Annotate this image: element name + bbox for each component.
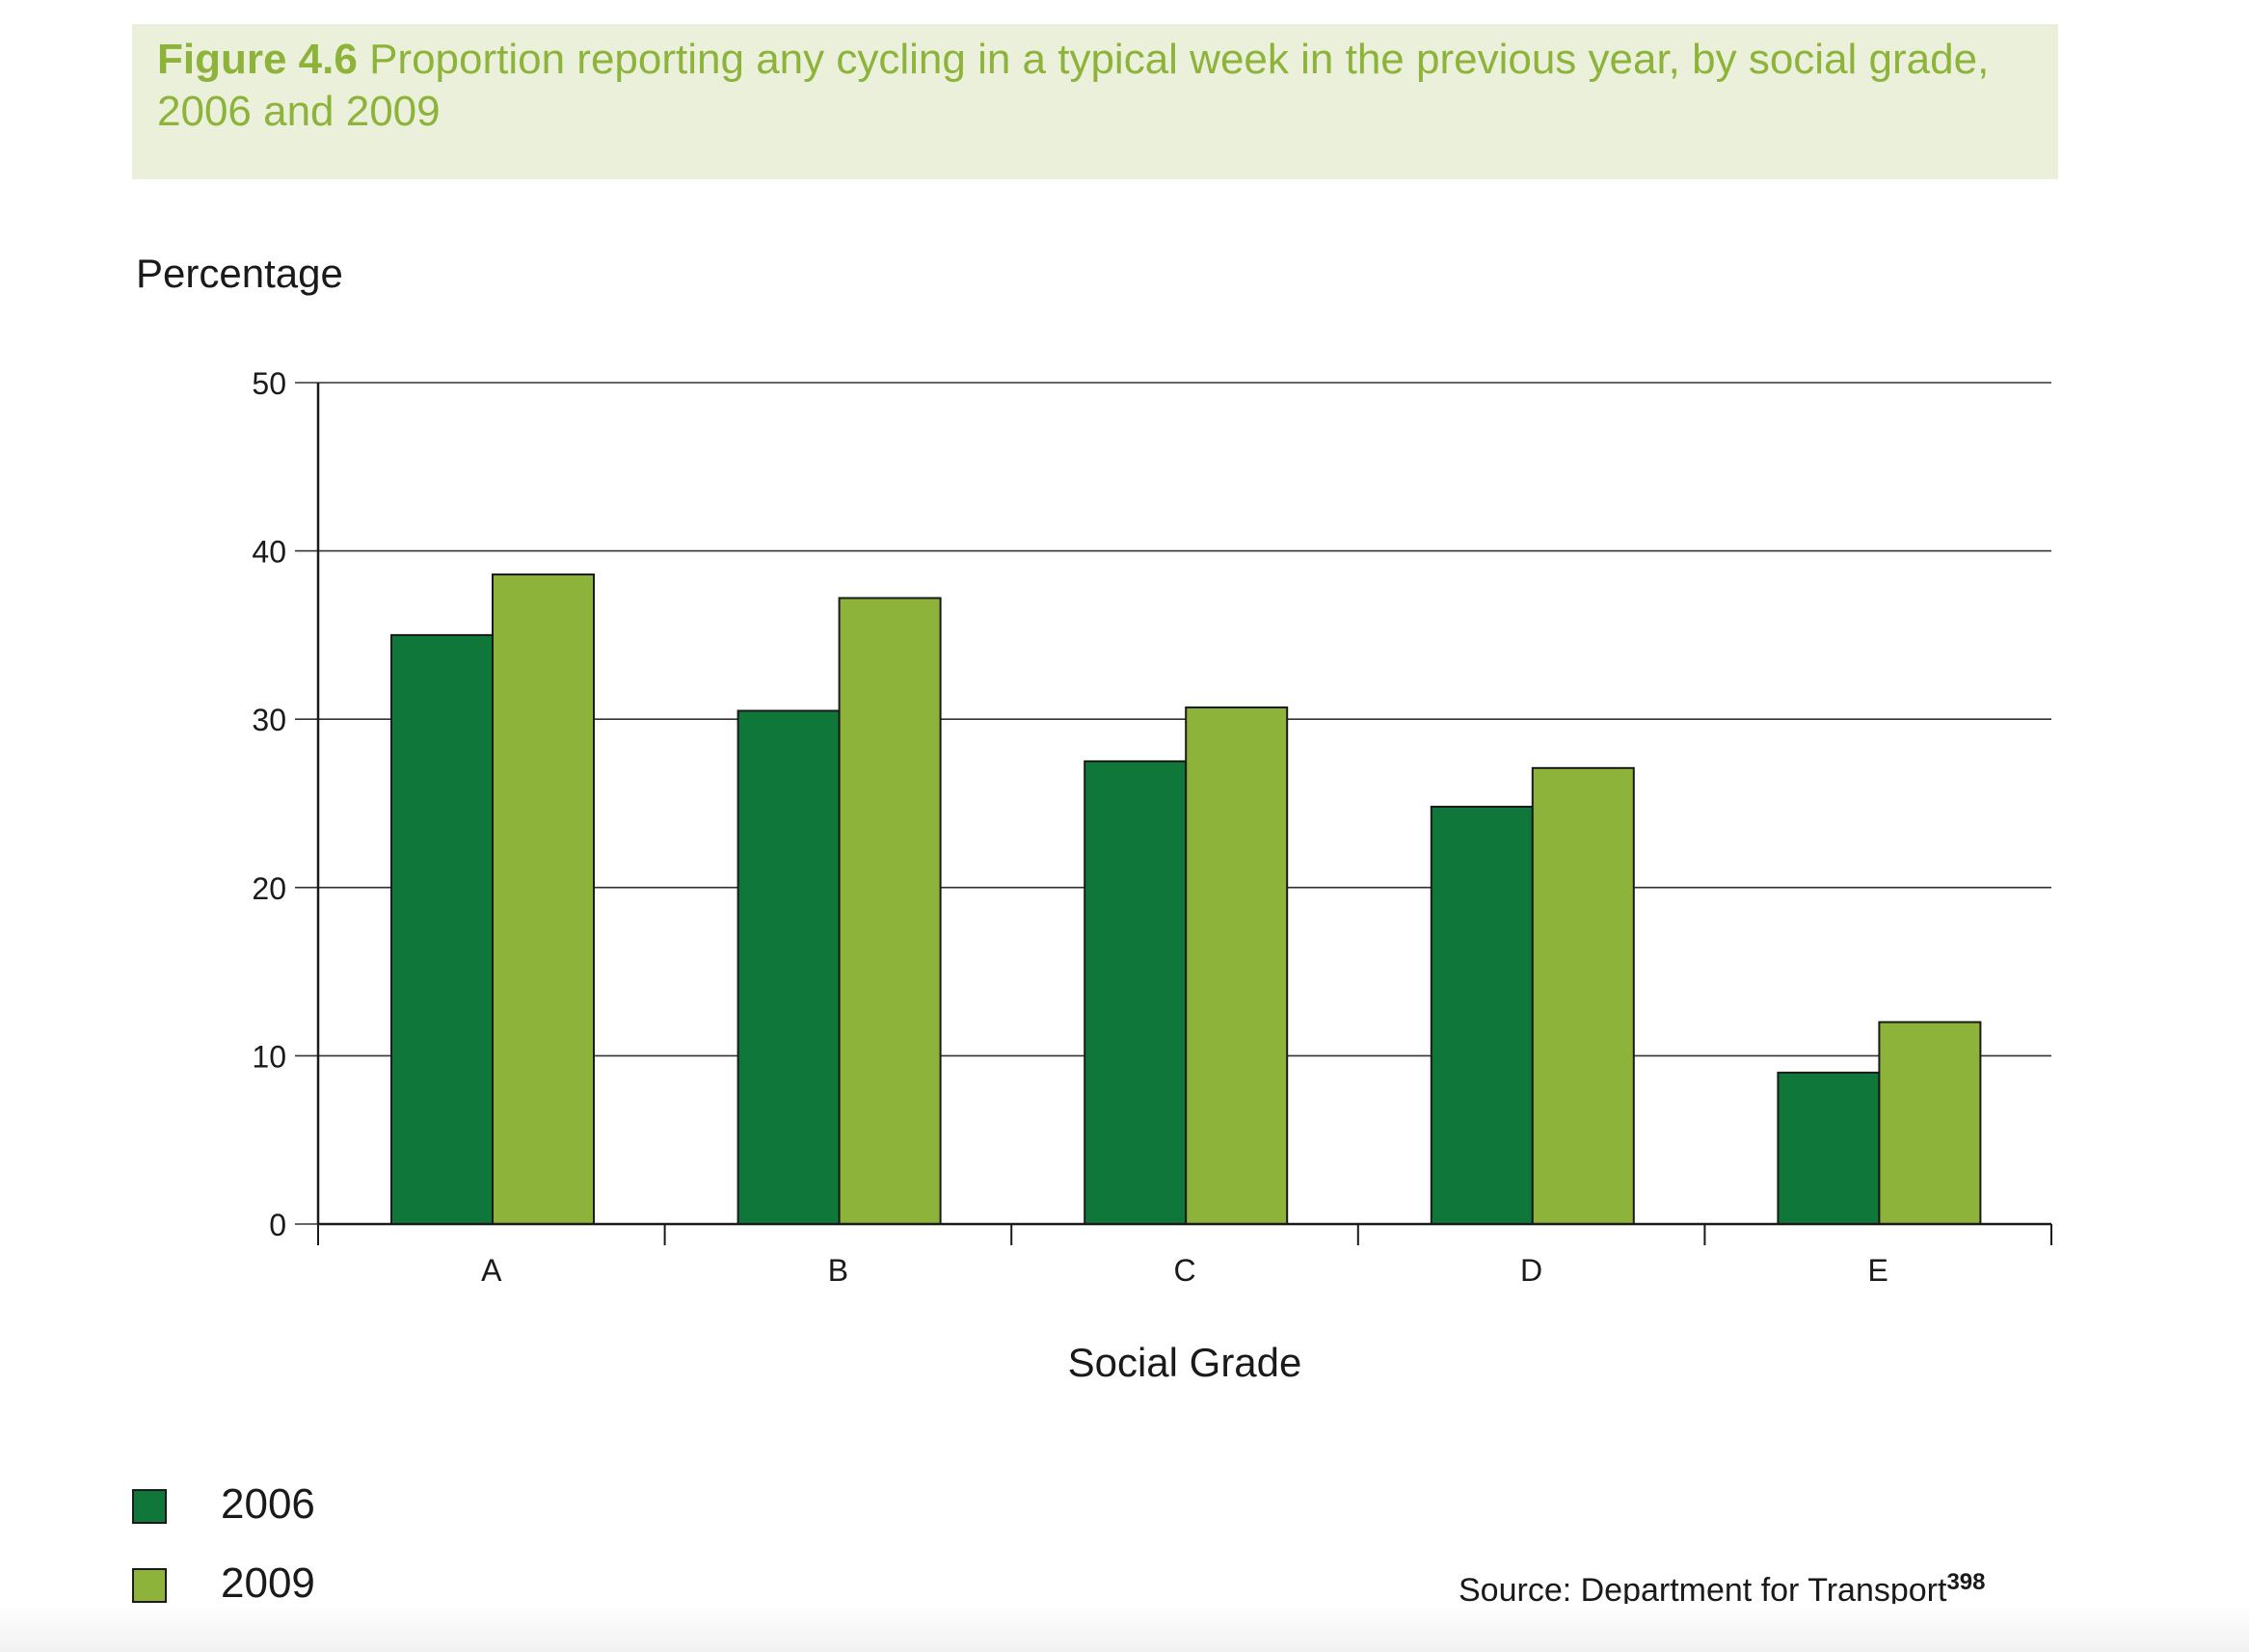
bar-2006-E [1777, 1071, 1881, 1225]
page-bottom-edge [0, 1604, 2249, 1652]
source-text: Source: Department for Transport [1459, 1572, 1947, 1609]
figure-label: Figure 4.6 [157, 36, 358, 83]
bar-2009-A [492, 573, 595, 1225]
bar-2009-D [1531, 766, 1635, 1225]
legend-swatch-2006 [132, 1489, 167, 1524]
legend-label-2006: 2006 [221, 1480, 315, 1528]
x-tick-label-A: A [481, 1253, 502, 1288]
y-tick-label-0: 0 [269, 1208, 286, 1242]
legend-item-2009: 2009 [132, 1554, 421, 1612]
y-axis-label: Percentage [136, 251, 343, 296]
legend-swatch-2009 [132, 1568, 167, 1603]
y-tick-label-40: 40 [252, 535, 286, 570]
y-tick-label-50: 50 [252, 366, 286, 401]
y-tick-label-30: 30 [252, 703, 286, 737]
y-tick-label-20: 20 [252, 871, 286, 906]
bar-2006-D [1430, 805, 1534, 1225]
bar-2006-C [1084, 759, 1188, 1225]
bar-2009-C [1185, 706, 1289, 1225]
x-tick-label-B: B [828, 1253, 848, 1288]
x-tick-label-D: D [1520, 1253, 1542, 1288]
x-tick-label-C: C [1173, 1253, 1195, 1288]
source-note: Source: Department for Transport398 [1459, 1569, 1986, 1610]
bar-2006-A [390, 633, 494, 1225]
legend-item-2006: 2006 [132, 1475, 421, 1532]
bar-2006-B [736, 709, 841, 1225]
bar-2009-E [1878, 1021, 1982, 1225]
source-footnote: 398 [1946, 1569, 1986, 1595]
x-tick-label-E: E [1868, 1253, 1888, 1288]
figure-caption: Proportion reporting any cycling in a ty… [157, 36, 1990, 135]
x-axis-label: Social Grade [1068, 1340, 1302, 1385]
legend-label-2009: 2009 [221, 1559, 315, 1607]
figure-title-box: Figure 4.6 Proportion reporting any cycl… [132, 24, 2058, 179]
bar-2009-B [838, 597, 942, 1225]
figure-title: Figure 4.6 Proportion reporting any cycl… [157, 34, 2033, 138]
y-tick-label-10: 10 [252, 1039, 286, 1074]
